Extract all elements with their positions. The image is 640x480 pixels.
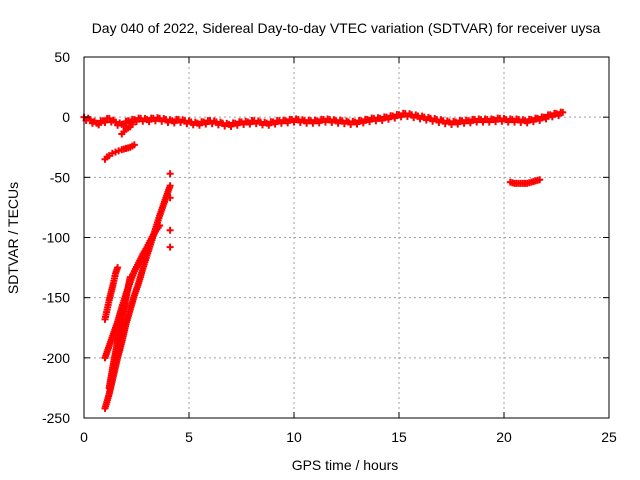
- data-point: [529, 118, 537, 126]
- y-tick-label: -50: [50, 169, 70, 185]
- data-point: [548, 113, 556, 121]
- data-point: [128, 120, 136, 128]
- data-point: [559, 108, 567, 116]
- data-point: [523, 119, 531, 127]
- data-points: [80, 108, 567, 412]
- x-axis-label: GPS time / hours: [292, 457, 399, 473]
- data-point: [536, 176, 544, 184]
- data-point: [366, 118, 374, 126]
- data-point: [492, 118, 500, 126]
- data-point: [233, 121, 241, 129]
- data-point: [101, 118, 109, 126]
- y-axis-label: SDTVAR / TECUs: [5, 182, 21, 294]
- x-tick-label: 25: [601, 429, 617, 445]
- data-point: [284, 119, 292, 127]
- data-point: [378, 116, 386, 124]
- data-point: [166, 243, 174, 251]
- data-point: [536, 116, 544, 124]
- y-tick-label: -150: [42, 290, 70, 306]
- x-tick-label: 15: [391, 429, 407, 445]
- data-point: [454, 120, 462, 128]
- data-point: [202, 120, 210, 128]
- data-point: [120, 122, 128, 130]
- data-point: [542, 115, 550, 123]
- chart-title: Day 040 of 2022, Sidereal Day-to-day VTE…: [92, 20, 601, 36]
- y-tick-label: -200: [42, 350, 70, 366]
- data-point: [105, 114, 113, 122]
- data-point: [130, 141, 138, 149]
- y-tick-label: 50: [54, 49, 70, 65]
- data-point: [126, 273, 134, 281]
- y-tick-label: -250: [42, 410, 70, 426]
- data-point: [227, 122, 235, 130]
- data-point: [271, 120, 279, 128]
- y-tick-label: 0: [62, 109, 70, 125]
- data-point: [265, 121, 273, 129]
- data-point: [145, 118, 153, 126]
- data-point: [166, 170, 174, 178]
- y-tick-label: -100: [42, 230, 70, 246]
- axis-ticks: 0 5 10 15 20 25 50 0 -50 -100 -150 -200 -250: [42, 49, 617, 445]
- data-point: [86, 116, 94, 124]
- data-point: [133, 118, 140, 126]
- data-point: [246, 120, 254, 128]
- data-point: [397, 113, 405, 121]
- data-point: [196, 121, 203, 129]
- x-tick-label: 0: [80, 429, 88, 445]
- data-point: [166, 194, 174, 202]
- data-point: [156, 221, 164, 229]
- data-point: [353, 120, 361, 128]
- data-point: [95, 121, 103, 129]
- data-point: [166, 226, 174, 234]
- data-point: [385, 115, 392, 123]
- data-point: [166, 182, 174, 190]
- x-tick-label: 5: [185, 429, 193, 445]
- data-point: [114, 264, 122, 272]
- data-point: [359, 119, 367, 127]
- data-point: [555, 112, 563, 120]
- x-tick-label: 10: [286, 429, 302, 445]
- data-point: [391, 114, 399, 122]
- data-point: [315, 119, 323, 127]
- data-point: [466, 119, 474, 127]
- x-tick-label: 20: [496, 429, 512, 445]
- data-point: [170, 119, 178, 127]
